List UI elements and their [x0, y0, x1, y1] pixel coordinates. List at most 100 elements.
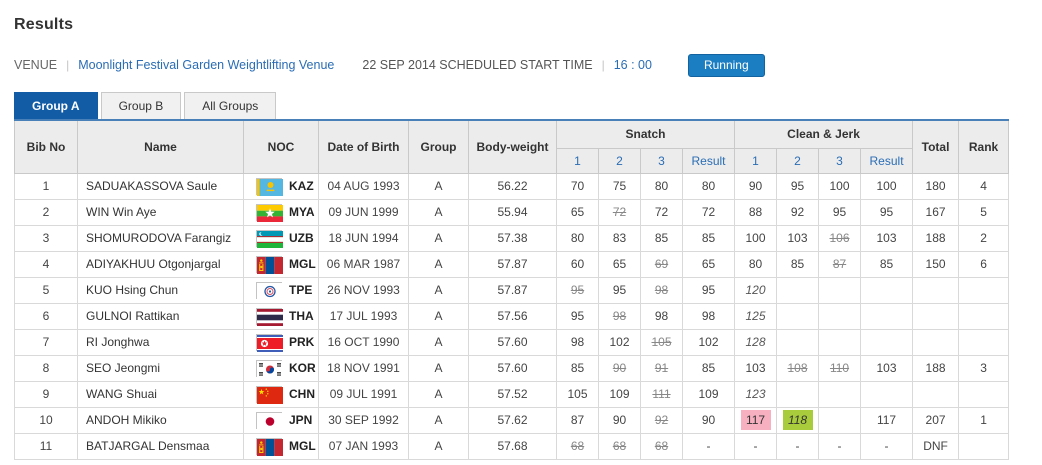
attempt-value: 98 — [570, 335, 585, 349]
col-header-dob: Date of Birth — [318, 120, 409, 174]
bib-cell: 1 — [14, 172, 78, 200]
group-cell: A — [408, 432, 469, 460]
attempt-value: 85 — [570, 361, 585, 375]
flag-mya-icon — [256, 203, 283, 222]
attempt-value: 98 — [654, 309, 669, 323]
snatch-attempt-2-cell: 65 — [598, 250, 641, 278]
tab-group-a[interactable]: Group A — [14, 92, 98, 119]
bodyweight-cell: 57.62 — [468, 406, 557, 434]
snatch-attempt-3-cell: 92 — [640, 406, 683, 434]
snatch-result-cell: 90 — [681, 406, 736, 434]
status-badge[interactable]: Running — [687, 53, 765, 77]
snatch-attempt-3-cell: 91 — [640, 354, 683, 382]
cj-attempt-1-cell: 123 — [734, 380, 778, 408]
cj-attempt-2-cell: 95 — [776, 172, 820, 200]
col-header-cj-1: 1 — [734, 148, 778, 174]
snatch-attempt-1-cell: 60 — [556, 250, 599, 278]
cj-result-cell — [860, 380, 914, 408]
group-cell: A — [408, 276, 469, 304]
cj-attempt-3-cell: 100 — [818, 172, 862, 200]
cj-attempt-1-cell: 90 — [734, 172, 778, 200]
results-table-head: Bib No Name NOC Date of Birth Group Body… — [14, 120, 1010, 174]
results-table: Bib No Name NOC Date of Birth Group Body… — [14, 119, 1010, 460]
noc-code: KOR — [289, 361, 316, 375]
total-cell: 167 — [912, 198, 960, 226]
group-cell: A — [408, 354, 469, 382]
cj-attempt-3-cell — [818, 302, 862, 330]
attempt-value: 60 — [570, 257, 585, 271]
dob-cell: 26 NOV 1993 — [318, 276, 409, 304]
bodyweight-cell: 57.60 — [468, 354, 557, 382]
table-row: 8 SEO Jeongmi KOR 18 NOV 1991 A 57.60 85 90 91 85… — [14, 354, 1010, 382]
rank-cell — [958, 302, 1010, 330]
total-cell: 188 — [912, 354, 960, 382]
cj-result-cell — [860, 276, 914, 304]
name-cell: ANDOH Mikiko — [77, 406, 244, 434]
snatch-result-cell: 72 — [681, 198, 736, 226]
flag-uzb-icon — [256, 229, 283, 248]
bodyweight-cell: 57.38 — [468, 224, 557, 252]
noc-code: UZB — [289, 231, 314, 245]
attempt-value: 118 — [782, 410, 813, 430]
attempt-value: 92 — [654, 413, 669, 427]
col-header-bodyweight: Body-weight — [468, 120, 557, 174]
noc-cell: MGL — [243, 250, 319, 278]
dob-cell: 09 JUN 1999 — [318, 198, 409, 226]
results-table-body: 1 SADUAKASSOVA Saule KAZ 04 AUG 1993 A 56.22 7… — [14, 172, 1010, 460]
group-cell: A — [408, 198, 469, 226]
snatch-attempt-3-cell: 68 — [640, 432, 683, 460]
table-row: 11 BATJARGAL Densmaa MGL 07 JAN 1993 A 57.68 6… — [14, 432, 1010, 460]
snatch-result-cell: 109 — [681, 380, 736, 408]
col-header-noc: NOC — [243, 120, 319, 174]
rank-cell — [958, 328, 1010, 356]
noc-cell: MGL — [243, 432, 319, 460]
rank-cell: 2 — [958, 224, 1010, 252]
attempt-value: 87 — [832, 257, 847, 271]
venue-link[interactable]: Moonlight Festival Garden Weightlifting … — [78, 58, 335, 72]
snatch-attempt-2-cell: 90 — [598, 406, 641, 434]
attempt-value: 88 — [748, 205, 763, 219]
group-cell: A — [408, 302, 469, 330]
attempt-value: 91 — [654, 361, 669, 375]
cj-attempt-2-cell — [776, 380, 820, 408]
snatch-result-cell: 80 — [681, 172, 736, 200]
dob-cell: 18 NOV 1991 — [318, 354, 409, 382]
attempt-value: 109 — [609, 387, 630, 401]
attempt-value: 117 — [740, 410, 771, 430]
flag-kaz-icon — [256, 177, 283, 196]
attempt-value: 105 — [567, 387, 588, 401]
cj-attempt-1-cell: 100 — [734, 224, 778, 252]
attempt-value: 92 — [790, 205, 805, 219]
attempt-value: 128 — [745, 335, 766, 349]
bib-cell: 2 — [14, 198, 78, 226]
col-header-name: Name — [77, 120, 244, 174]
name-cell: SHOMURODOVA Farangiz — [77, 224, 244, 252]
noc-cell: UZB — [243, 224, 319, 252]
tab-all-groups[interactable]: All Groups — [184, 92, 277, 119]
start-time[interactable]: 16 : 00 — [613, 58, 652, 72]
rank-cell: 4 — [958, 172, 1010, 200]
attempt-value: 95 — [612, 283, 627, 297]
total-cell: 180 — [912, 172, 960, 200]
col-header-group: Group — [408, 120, 469, 174]
group-cell: A — [408, 328, 469, 356]
noc-code: PRK — [289, 335, 315, 349]
cj-attempt-1-cell: 88 — [734, 198, 778, 226]
cj-result-cell: 85 — [860, 250, 914, 278]
cj-attempt-2-cell — [776, 302, 820, 330]
snatch-attempt-2-cell: 72 — [598, 198, 641, 226]
snatch-attempt-2-cell: 109 — [598, 380, 641, 408]
cj-attempt-2-cell: 85 — [776, 250, 820, 278]
noc-cell: PRK — [243, 328, 319, 356]
col-header-total: Total — [912, 120, 960, 174]
attempt-value: 83 — [612, 231, 627, 245]
tab-group-b[interactable]: Group B — [100, 92, 182, 119]
snatch-attempt-1-cell: 85 — [556, 354, 599, 382]
group-cell: A — [408, 250, 469, 278]
table-row: 3 SHOMURODOVA Farangiz UZB 18 JUN 1994 A 57.3… — [14, 224, 1010, 252]
col-header-snatch-2: 2 — [598, 148, 641, 174]
table-row: 5 KUO Hsing Chun TPE 26 NOV 1993 A 57.87 95 95 9… — [14, 276, 1010, 304]
noc-code: TPE — [289, 283, 313, 297]
col-header-bib: Bib No — [14, 120, 78, 174]
attempt-value: 68 — [570, 439, 585, 453]
